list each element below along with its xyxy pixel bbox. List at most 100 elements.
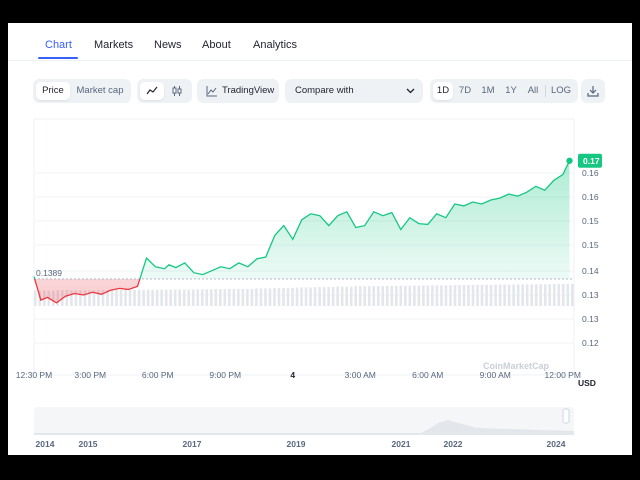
x-axis-tick: 6:00 AM	[412, 370, 443, 380]
current-price-label: 0.17	[583, 156, 600, 166]
volume-bar	[395, 285, 398, 306]
market-cap-button[interactable]: Market cap	[76, 85, 124, 96]
volume-bar	[191, 289, 195, 306]
volume-bar	[417, 285, 421, 306]
tradingview-button[interactable]: TradingView	[197, 79, 279, 103]
active-tab-indicator	[38, 57, 78, 59]
volume-bar	[313, 287, 317, 306]
range-all-button[interactable]: All	[527, 85, 539, 96]
open-price-label: 0.1389	[36, 268, 62, 278]
price-button[interactable]: Price	[36, 82, 70, 100]
tab-about[interactable]: About	[202, 39, 231, 51]
volume-bar	[228, 289, 231, 306]
volume-bar	[155, 289, 159, 306]
volume-bar	[169, 289, 172, 306]
volume-bar	[182, 289, 186, 306]
volume-bar	[322, 287, 326, 306]
volume-bar	[372, 285, 376, 306]
volume-bar	[246, 288, 249, 306]
volume-bar	[268, 288, 272, 306]
range-7d-button[interactable]: 7D	[458, 85, 472, 96]
volume-bar	[273, 287, 276, 306]
currency-label: USD	[578, 378, 596, 388]
y-axis-tick: 0.14	[582, 266, 599, 276]
volume-bar	[476, 284, 479, 306]
tab-markets[interactable]: Markets	[94, 39, 134, 51]
volume-bar	[65, 290, 69, 306]
volume-bar	[304, 287, 308, 306]
compare-with-select[interactable]: Compare with	[285, 79, 423, 103]
volume-bar	[498, 284, 502, 306]
price-line-down	[34, 278, 141, 304]
volume-bar	[336, 286, 339, 306]
volume-bar	[282, 287, 285, 306]
range-1d-button[interactable]: 1D	[433, 82, 453, 100]
range-1m-button[interactable]: 1M	[481, 85, 495, 96]
volume-bar	[88, 290, 91, 306]
tab-bar: Chart Markets News About Analytics	[8, 23, 632, 61]
volume-bar	[435, 285, 439, 306]
tab-news[interactable]: News	[154, 39, 182, 51]
time-range-selector: 1D 7D 1M 1Y All LOG	[430, 79, 578, 103]
line-chart-icon	[146, 86, 158, 95]
y-axis-tick: 0.13	[582, 314, 599, 324]
y-axis-tick: 0.13	[582, 290, 599, 300]
volume-bar	[390, 285, 394, 306]
volume-bar	[539, 284, 543, 306]
tradingview-label: TradingView	[222, 85, 275, 96]
volume-bar	[178, 289, 182, 306]
volume-bar	[137, 289, 141, 306]
navigator-year: 2022	[444, 439, 463, 449]
volume-bar	[422, 285, 425, 306]
x-axis-tick: 4	[290, 370, 295, 380]
navigator-handle	[562, 408, 570, 424]
volume-bar	[119, 289, 123, 306]
current-price-badge	[578, 153, 602, 168]
x-axis-tick: 12:00 PM	[545, 370, 581, 380]
range-1y-button[interactable]: 1Y	[505, 85, 517, 96]
chart-toolbar: Price Market cap	[8, 79, 632, 103]
volume-bar	[295, 287, 299, 306]
volume-bar	[408, 285, 412, 306]
volume-bar	[404, 285, 407, 306]
volume-bar	[101, 290, 105, 306]
volume-bar	[250, 288, 254, 306]
current-price-dot	[566, 157, 573, 164]
volume-bar	[345, 286, 348, 306]
tab-chart[interactable]: Chart	[45, 39, 72, 51]
volume-bar	[462, 285, 466, 306]
price-chart-svg[interactable]: CoinMarketCap 0.1389 0.17 0.16 0.16 0.15 0.15…	[8, 115, 632, 455]
history-navigator[interactable]: 2014 2015 2017 2019 2021 2022 2024	[34, 407, 574, 449]
log-scale-button[interactable]: LOG	[550, 85, 572, 96]
volume-bar	[173, 289, 177, 306]
volume-bar	[146, 289, 150, 306]
volume-bar	[160, 289, 163, 306]
volume-bar	[363, 286, 367, 306]
price-chart[interactable]: CoinMarketCap 0.1389 0.17 0.16 0.16 0.15 0.15…	[8, 115, 632, 449]
tab-analytics[interactable]: Analytics	[253, 39, 298, 51]
x-axis-tick: 12:30 PM	[16, 370, 52, 380]
volume-bar	[376, 285, 380, 306]
volume-bar	[115, 289, 118, 306]
volume-bar	[471, 284, 475, 306]
price-line	[33, 157, 574, 304]
x-axis-tick: 9:00 AM	[480, 370, 511, 380]
volume-bar	[309, 287, 312, 306]
volume-bar	[300, 287, 303, 306]
range-divider	[545, 85, 546, 97]
volume-bar	[561, 284, 565, 306]
download-button[interactable]	[581, 79, 605, 103]
volume-bar	[34, 290, 37, 306]
volume-bar	[444, 285, 448, 306]
volume-bar	[124, 289, 127, 306]
volume-bar	[106, 290, 109, 306]
candlestick-button[interactable]	[165, 82, 189, 100]
chevron-down-icon	[406, 88, 415, 94]
price-line-up	[33, 160, 571, 279]
line-chart-button[interactable]	[140, 82, 164, 100]
chart-style-toggle	[137, 79, 192, 103]
y-axis-tick: 0.16	[582, 168, 599, 178]
navigator-year: 2019	[287, 439, 306, 449]
volume-bar	[128, 289, 132, 306]
volume-bar	[223, 289, 227, 306]
